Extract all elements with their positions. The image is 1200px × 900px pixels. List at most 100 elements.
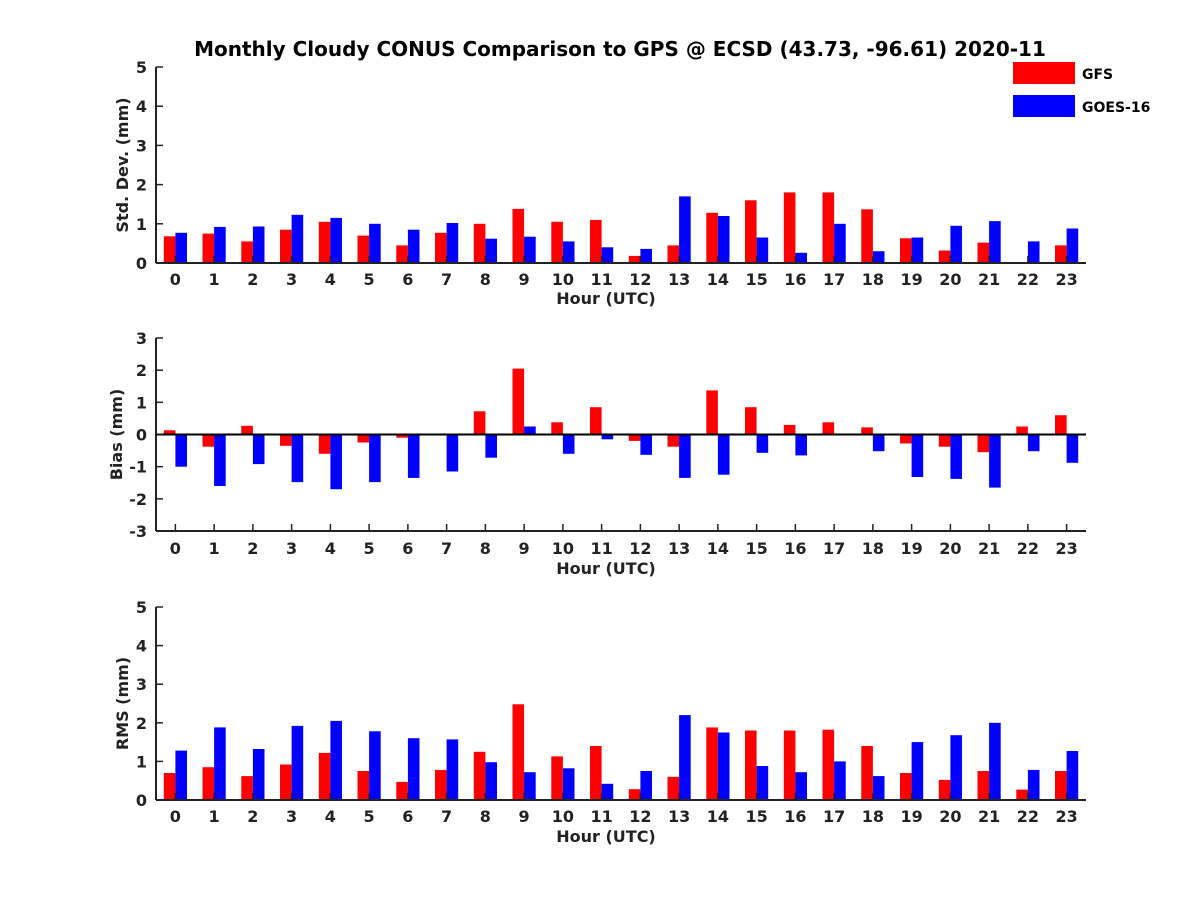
std-dev-xtick-label: 9 (519, 270, 530, 289)
bias-ytick-label: 1 (136, 393, 147, 412)
std-dev-bar-gfs-8 (473, 223, 486, 263)
rms-bar-gfs-18 (861, 746, 873, 800)
std-dev-bar-goes16-5 (369, 223, 381, 263)
std-dev-bar-goes16-17 (834, 223, 846, 263)
rms-bar-goes16-0 (175, 750, 187, 800)
bias-bar-gfs-1 (202, 434, 215, 447)
bias-ytick-label: -2 (129, 490, 147, 509)
bias-ytick-label: 3 (136, 329, 147, 348)
bias-bar-gfs-23 (1055, 415, 1067, 435)
rms-bar-gfs-16 (783, 730, 796, 800)
bias-bar-gfs-18 (861, 427, 873, 435)
bias-bar-goes16-16 (795, 434, 807, 456)
std-dev-bar-goes16-3 (291, 214, 304, 263)
legend-swatch-gfs (1013, 62, 1075, 84)
std-dev-xtick-label: 4 (325, 270, 336, 289)
std-dev-bar-gfs-11 (590, 219, 602, 263)
bias-xtick-label: 10 (552, 539, 574, 558)
bias-xtick-label: 22 (1017, 539, 1039, 558)
rms-xtick-label: 12 (629, 807, 651, 826)
std-dev-ytick-label: 0 (136, 254, 147, 273)
rms-bar-goes16-18 (872, 776, 885, 800)
std-dev-bar-goes16-20 (950, 225, 962, 263)
std-dev-bar-goes16-6 (407, 229, 420, 263)
bias-xtick-label: 14 (707, 539, 729, 558)
bias-xtick-label: 7 (441, 539, 452, 558)
bias-bar-gfs-22 (1016, 426, 1028, 435)
std-dev-xtick-label: 1 (209, 270, 220, 289)
std-dev-xtick-label: 21 (978, 270, 1000, 289)
rms-bar-gfs-6 (396, 781, 408, 800)
std-dev-bar-gfs-20 (938, 250, 951, 263)
std-dev-bar-gfs-23 (1055, 245, 1067, 263)
bias-ytick-label: 0 (136, 426, 147, 445)
rms-bar-gfs-10 (551, 756, 563, 800)
rms-bar-goes16-7 (446, 739, 459, 800)
legend-label-goes16: GOES-16 (1082, 100, 1150, 116)
bias-xtick-label: 6 (402, 539, 413, 558)
bias-bar-goes16-0 (175, 434, 187, 467)
rms-bar-goes16-17 (834, 761, 846, 800)
rms-bar-goes16-5 (369, 731, 381, 800)
bias-bar-gfs-9 (512, 368, 525, 435)
rms-bar-goes16-2 (252, 749, 265, 800)
rms-xtick-label: 21 (978, 807, 1000, 826)
rms-bar-goes16-12 (640, 771, 652, 800)
std-dev-xtick-label: 0 (170, 270, 181, 289)
std-dev-bar-gfs-12 (628, 255, 641, 263)
rms-bar-goes16-21 (989, 722, 1001, 800)
rms-bar-gfs-9 (512, 704, 525, 800)
rms-bar-goes16-9 (524, 772, 536, 800)
bias-xtick-label: 0 (170, 539, 181, 558)
std-dev-xtick-label: 12 (629, 270, 651, 289)
rms-xtick-label: 3 (286, 807, 297, 826)
std-dev-bar-goes16-0 (175, 232, 187, 263)
std-dev-xtick-label: 20 (939, 270, 961, 289)
std-dev-ytick-label: 5 (136, 58, 147, 77)
bias-xtick-label: 3 (286, 539, 297, 558)
std-dev-xtick-label: 22 (1017, 270, 1039, 289)
rms-ytick-label: 3 (136, 675, 147, 694)
rms-xtick-label: 8 (480, 807, 491, 826)
std-dev-bar-goes16-22 (1027, 241, 1040, 263)
rms-bar-gfs-23 (1055, 771, 1067, 800)
std-dev-xtick-label: 8 (480, 270, 491, 289)
std-dev-bar-gfs-13 (667, 245, 680, 263)
bias-bar-gfs-19 (900, 434, 912, 444)
bias-bar-gfs-14 (706, 390, 718, 435)
rms-xtick-label: 23 (1055, 807, 1077, 826)
std-dev-bar-gfs-2 (241, 241, 253, 263)
rms-bar-gfs-3 (280, 764, 292, 800)
std-dev-xtick-label: 19 (900, 270, 922, 289)
rms-bar-goes16-16 (795, 772, 807, 800)
bias-bar-goes16-4 (330, 434, 342, 490)
bias-xtick-label: 4 (325, 539, 336, 558)
std-dev-bar-goes16-11 (601, 247, 614, 263)
bias-xtick-label: 23 (1055, 539, 1077, 558)
bias-y-axis-label: Bias (mm) (107, 389, 126, 481)
bias-bar-goes16-6 (407, 434, 420, 478)
std-dev-xtick-label: 7 (441, 270, 452, 289)
bias-bar-goes16-13 (679, 434, 691, 478)
rms-ytick-label: 2 (136, 714, 147, 733)
bias-bar-gfs-15 (745, 407, 757, 435)
rms-xtick-label: 1 (209, 807, 220, 826)
bias-bar-gfs-6 (396, 434, 408, 438)
bias-xtick-label: 19 (900, 539, 922, 558)
std-dev-bar-gfs-10 (551, 221, 563, 263)
rms-bar-gfs-21 (977, 771, 990, 800)
std-dev-bar-gfs-14 (706, 212, 718, 263)
bias-xtick-label: 9 (519, 539, 530, 558)
rms-xtick-label: 6 (402, 807, 413, 826)
rms-bar-goes16-8 (485, 762, 497, 800)
rms-bar-goes16-4 (330, 720, 342, 800)
std-dev-ytick-label: 4 (136, 97, 147, 116)
bias-xtick-label: 15 (745, 539, 767, 558)
std-dev-bar-goes16-1 (214, 226, 226, 263)
bias-xtick-label: 17 (823, 539, 845, 558)
rms-xtick-label: 20 (939, 807, 961, 826)
rms-y-axis-label: RMS (mm) (113, 657, 132, 750)
std-dev-bar-gfs-3 (280, 229, 292, 263)
rms-xtick-label: 7 (441, 807, 452, 826)
